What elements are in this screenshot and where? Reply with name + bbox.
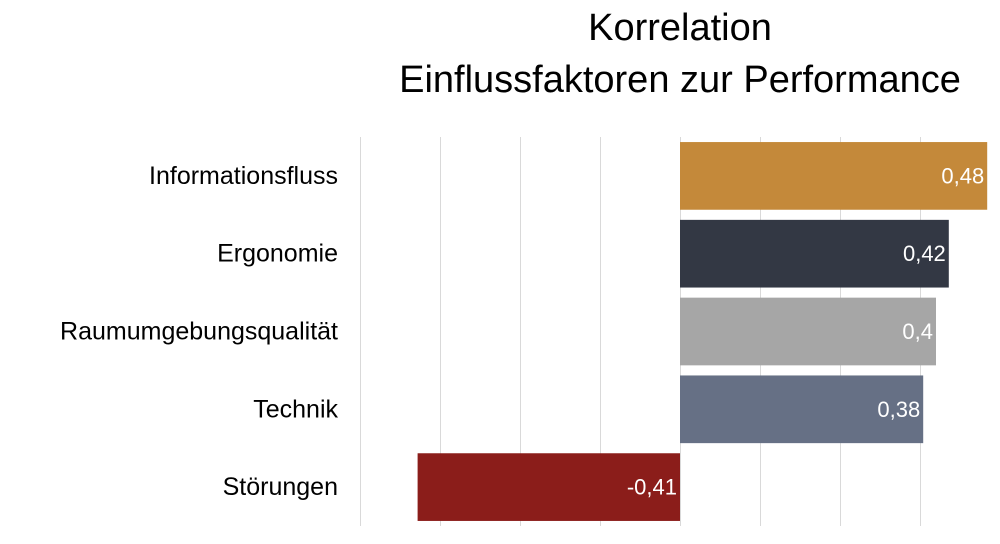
category-label-3: Technik bbox=[253, 395, 338, 423]
category-label-4: Störungen bbox=[223, 473, 338, 501]
category-labels: Informationsfluss Ergonomie Raumumgebungsq… bbox=[60, 162, 338, 501]
data-label-2: 0,4 bbox=[902, 319, 933, 344]
category-label-0: Informationsfluss bbox=[149, 162, 338, 190]
data-label-1: 0,42 bbox=[903, 241, 946, 266]
bar-2 bbox=[680, 297, 936, 366]
data-label-3: 0,38 bbox=[877, 397, 920, 422]
data-labels: 0,48 0,42 0,4 0,38 -0,41 bbox=[627, 163, 984, 499]
bar-4 bbox=[417, 453, 680, 521]
category-label-2: Raumumgebungsqualität bbox=[60, 318, 338, 346]
data-label-4: -0,41 bbox=[627, 475, 677, 500]
category-label-1: Ergonomie bbox=[217, 240, 338, 268]
bars bbox=[417, 142, 988, 521]
data-label-0: 0,48 bbox=[941, 163, 984, 188]
bar-0 bbox=[680, 142, 988, 210]
bar-3 bbox=[680, 375, 924, 444]
chart-title-line-1: Korrelation bbox=[588, 7, 772, 49]
bar-1 bbox=[680, 219, 949, 288]
chart-title-line-2: Einflussfaktoren zur Performance bbox=[399, 59, 961, 101]
